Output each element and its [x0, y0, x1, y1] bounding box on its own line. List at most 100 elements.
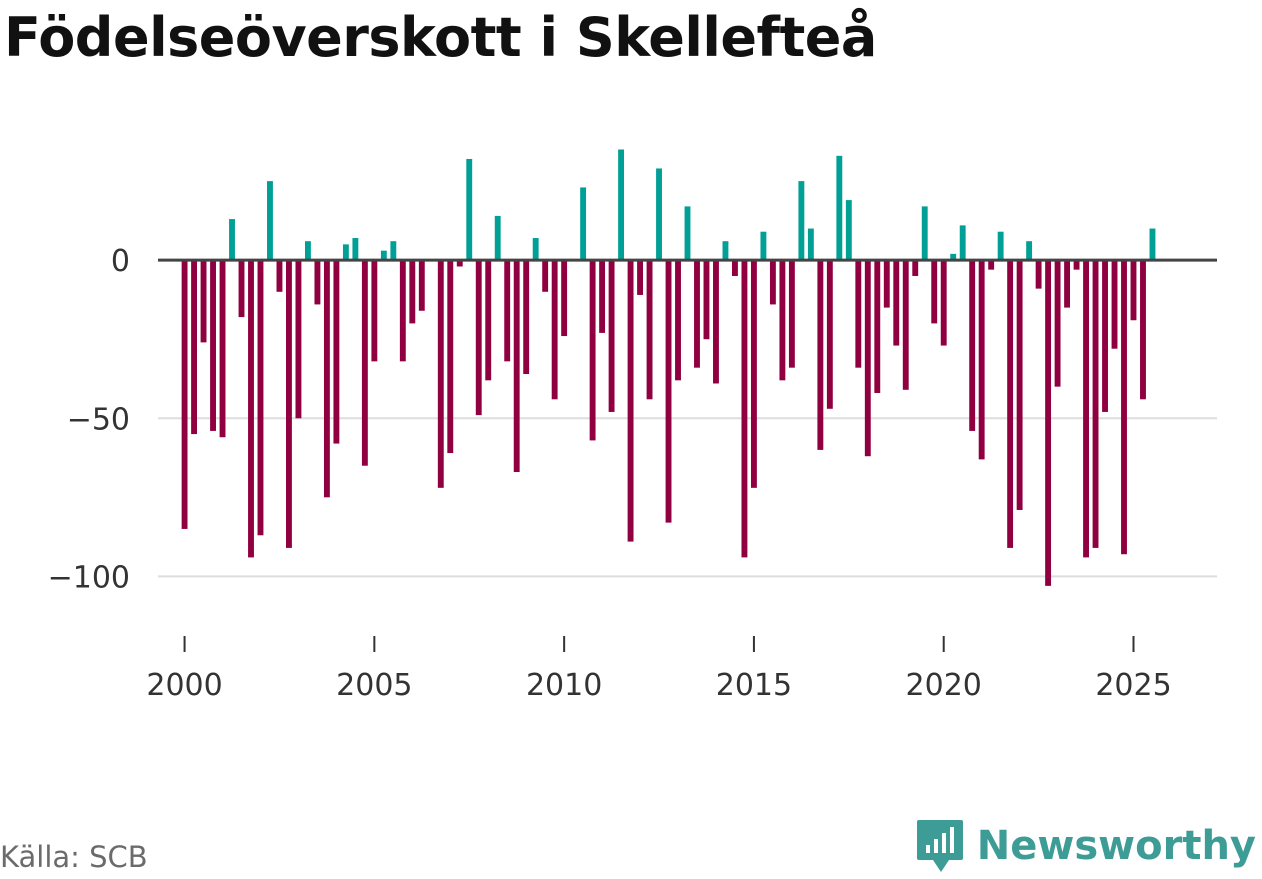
bar: [732, 260, 738, 276]
bar: [1016, 260, 1023, 510]
bar: [418, 260, 425, 311]
x-tick-label: 2005: [336, 668, 412, 703]
bar: [608, 260, 615, 412]
bar: [1130, 260, 1137, 321]
bar: [950, 253, 957, 261]
bar: [286, 260, 292, 548]
bar: [931, 260, 938, 324]
bar: [646, 260, 653, 400]
bar: [1064, 260, 1071, 308]
bar: [798, 181, 805, 261]
bar: [969, 260, 976, 431]
bar: [1026, 241, 1033, 261]
source-label: Källa: SCB: [0, 840, 148, 874]
bar: [580, 187, 587, 261]
bar: [352, 238, 359, 261]
bar: [523, 260, 530, 374]
bar: [1007, 260, 1014, 548]
bar: [333, 260, 340, 444]
bar: [380, 250, 387, 261]
bar: [551, 260, 558, 400]
brand-logo: Newsworthy: [915, 818, 1256, 874]
bar: [504, 260, 511, 362]
bar: [902, 260, 909, 390]
bar: [713, 260, 719, 384]
bar: [181, 260, 188, 529]
bar: [437, 260, 444, 488]
bar: [940, 260, 947, 346]
bar: [912, 260, 919, 276]
bar: [361, 260, 368, 466]
bar: [855, 260, 862, 368]
bar: [836, 155, 843, 261]
bar: [229, 219, 235, 261]
y-tick-label: −50: [67, 402, 130, 437]
bar: [817, 260, 824, 450]
bar: [542, 260, 549, 292]
bar: [475, 260, 482, 416]
bar: [219, 260, 226, 438]
bar: [675, 260, 681, 381]
bar: [513, 260, 520, 473]
x-tick-label: 2015: [716, 668, 792, 703]
bar: [1073, 260, 1080, 270]
bar: [599, 260, 606, 333]
bar: [883, 260, 890, 308]
bar: [447, 260, 454, 454]
bar: [1035, 260, 1042, 289]
bar: [826, 260, 833, 409]
bar: [257, 260, 264, 536]
newsworthy-logo-icon: [916, 820, 963, 872]
bar: [997, 231, 1004, 261]
bar: [323, 260, 330, 498]
bar: [618, 149, 625, 261]
bar: [874, 260, 881, 393]
bar: [342, 244, 349, 261]
bar: [589, 260, 596, 441]
x-tick-label: 2025: [1095, 668, 1171, 703]
bar: [845, 200, 852, 261]
x-tick-label: 2000: [146, 668, 222, 703]
bar: [978, 260, 985, 460]
bar: [1045, 260, 1052, 586]
bar: [561, 260, 568, 337]
bar: [248, 260, 254, 558]
bar: [1140, 260, 1146, 400]
bar: [722, 241, 729, 261]
bar: [779, 260, 786, 381]
bar: [665, 260, 672, 523]
bar: [807, 228, 814, 261]
bar: [1092, 260, 1099, 548]
bar: [893, 260, 900, 346]
bar: [238, 260, 245, 318]
bar: [864, 260, 871, 457]
chart-title: Födelseöverskott i Skellefteå: [4, 6, 877, 69]
bar: [703, 260, 710, 340]
bar: [1149, 228, 1156, 261]
bar: [191, 260, 198, 435]
bar: [637, 260, 643, 295]
bar: [760, 231, 767, 261]
bar: [959, 225, 966, 261]
x-tick-label: 2010: [526, 668, 602, 703]
bar: [1111, 260, 1118, 349]
y-tick-label: −100: [48, 560, 130, 595]
bar: [371, 260, 378, 362]
y-tick-label: 0: [111, 244, 130, 279]
bar: [200, 260, 207, 343]
bar: [988, 260, 995, 270]
bar: [750, 260, 757, 488]
bar: [694, 260, 700, 368]
bar: [295, 260, 302, 419]
bar: [1102, 260, 1108, 412]
bar: [1121, 260, 1127, 555]
bar: [684, 206, 691, 261]
x-tick-label: 2020: [906, 668, 982, 703]
bar: [788, 260, 795, 368]
bar: [399, 260, 406, 362]
bar: [656, 168, 662, 261]
bar: [921, 206, 928, 261]
bar: [627, 260, 634, 542]
bar: [769, 260, 776, 305]
